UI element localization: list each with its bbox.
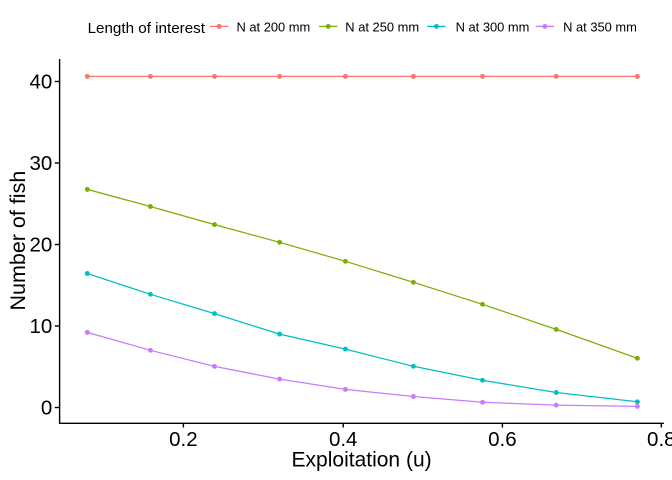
svg-text:Number of fish: Number of fish: [6, 171, 30, 311]
svg-text:N at 200 mm: N at 200 mm: [237, 20, 311, 35]
svg-text:N at 350 mm: N at 350 mm: [563, 20, 637, 35]
svg-text:0.8: 0.8: [647, 428, 672, 451]
svg-text:40: 40: [29, 71, 52, 94]
svg-text:30: 30: [29, 152, 52, 175]
svg-text:N at 300 mm: N at 300 mm: [456, 20, 530, 35]
svg-text:10: 10: [29, 315, 52, 338]
svg-text:N at 250 mm: N at 250 mm: [345, 20, 419, 35]
svg-text:0: 0: [41, 397, 52, 420]
svg-text:Length of interest: Length of interest: [88, 20, 206, 37]
svg-text:0.4: 0.4: [329, 428, 358, 451]
svg-text:20: 20: [29, 234, 52, 257]
svg-text:0.6: 0.6: [488, 428, 517, 451]
svg-text:Exploitation (u): Exploitation (u): [292, 448, 432, 471]
svg-text:0.2: 0.2: [169, 428, 198, 451]
